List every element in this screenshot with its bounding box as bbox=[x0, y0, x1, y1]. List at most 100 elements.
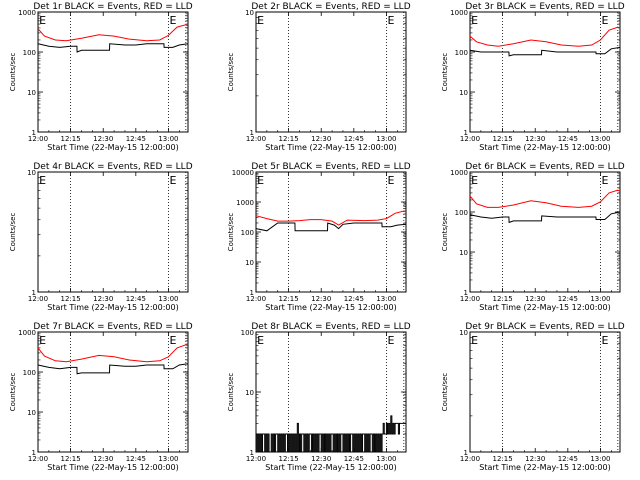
x-tick-label: 12:45 bbox=[344, 455, 364, 463]
x-tick-label: 12:30 bbox=[311, 455, 331, 463]
plot-frame bbox=[469, 11, 621, 133]
event-marker-label: E bbox=[170, 14, 177, 27]
y-axis-label: Counts/sec bbox=[441, 53, 449, 92]
detector-panel: Det 8r BLACK = Events, RED = LLD 1 10 100 12… bbox=[227, 322, 411, 472]
x-axis-label: Start Time (22-May-15 12:00:00) bbox=[47, 143, 178, 152]
x-tick-label: 12:45 bbox=[558, 295, 578, 303]
y-tick-label: 100 bbox=[455, 49, 468, 57]
x-tick-label: 12:00 bbox=[28, 455, 48, 463]
x-tick-label: 12:45 bbox=[126, 295, 146, 303]
y-axis-label: Counts/sec bbox=[9, 213, 17, 252]
y-tick-label: 1 bbox=[464, 289, 468, 297]
event-marker-label: E bbox=[257, 174, 264, 187]
y-tick-label: 10 bbox=[245, 9, 254, 17]
events-rate-series bbox=[469, 46, 621, 57]
y-axis-label: Counts/sec bbox=[441, 213, 449, 252]
events-rate-series bbox=[256, 415, 406, 453]
y-tick-label: 1000 bbox=[450, 9, 468, 17]
events-rate-series bbox=[255, 222, 407, 232]
x-tick-label: 12:00 bbox=[28, 295, 48, 303]
y-tick-label: 1 bbox=[32, 289, 36, 297]
y-tick-label: 1000 bbox=[236, 199, 254, 207]
lld-rate-series bbox=[469, 26, 621, 47]
event-marker-label: E bbox=[602, 174, 609, 187]
event-marker-label: E bbox=[388, 14, 395, 27]
detector-panel: Det 6r BLACK = Events, RED = LLD 1 10 100 10… bbox=[441, 162, 625, 312]
event-marker-label: E bbox=[170, 334, 177, 347]
x-axis-label: Start Time (22-May-15 12:00:00) bbox=[479, 463, 610, 472]
y-tick-label: 1 bbox=[250, 289, 254, 297]
x-tick-label: 12:00 bbox=[246, 135, 266, 143]
x-tick-label: 12:30 bbox=[525, 135, 545, 143]
detector-panel: Det 9r BLACK = Events, RED = LLD 1 10 12:00… bbox=[441, 322, 625, 472]
y-tick-label: 10 bbox=[245, 389, 254, 397]
y-tick-label: 10 bbox=[27, 169, 36, 177]
detector-panel: Det 3r BLACK = Events, RED = LLD 1 10 100 10… bbox=[441, 2, 625, 152]
event-marker-label: E bbox=[39, 174, 46, 187]
x-tick-label: 13:00 bbox=[158, 455, 178, 463]
event-marker-label: E bbox=[39, 14, 46, 27]
y-tick-label: 100 bbox=[241, 329, 254, 337]
x-tick-label: 13:00 bbox=[590, 295, 610, 303]
y-tick-label: 1 bbox=[250, 449, 254, 457]
plot-frame bbox=[37, 11, 189, 133]
x-tick-label: 12:45 bbox=[558, 135, 578, 143]
panel-title: Det 6r BLACK = Events, RED = LLD bbox=[465, 162, 624, 172]
x-tick-label: 12:30 bbox=[311, 135, 331, 143]
y-tick-label: 10 bbox=[459, 329, 468, 337]
x-tick-label: 12:30 bbox=[93, 295, 113, 303]
x-tick-label: 12:30 bbox=[525, 295, 545, 303]
events-rate-series bbox=[37, 363, 189, 375]
x-tick-label: 13:00 bbox=[376, 455, 396, 463]
x-tick-label: 12:15 bbox=[279, 295, 299, 303]
x-axis-label: Start Time (22-May-15 12:00:00) bbox=[47, 463, 178, 472]
x-tick-label: 13:00 bbox=[590, 455, 610, 463]
x-axis-label: Start Time (22-May-15 12:00:00) bbox=[47, 303, 178, 312]
x-tick-label: 12:15 bbox=[61, 295, 81, 303]
y-tick-label: 100 bbox=[455, 209, 468, 217]
x-tick-label: 13:00 bbox=[590, 135, 610, 143]
lld-rate-series bbox=[255, 210, 407, 226]
panel-title: Det 1r BLACK = Events, RED = LLD bbox=[33, 2, 192, 12]
panel-title: Det 5r BLACK = Events, RED = LLD bbox=[251, 162, 410, 172]
panel-title: Det 7r BLACK = Events, RED = LLD bbox=[33, 322, 192, 332]
x-axis-label: Start Time (22-May-15 12:00:00) bbox=[265, 143, 396, 152]
event-marker-label: E bbox=[170, 174, 177, 187]
detector-panel: Det 4r BLACK = Events, RED = LLD 1 10 12:00… bbox=[9, 162, 193, 312]
y-tick-label: 1 bbox=[32, 449, 36, 457]
y-tick-label: 100 bbox=[23, 49, 36, 57]
event-marker-label: E bbox=[471, 14, 478, 27]
panel-title: Det 2r BLACK = Events, RED = LLD bbox=[251, 2, 410, 12]
y-tick-label: 1 bbox=[464, 449, 468, 457]
y-tick-label: 1000 bbox=[18, 329, 36, 337]
x-tick-label: 12:00 bbox=[460, 135, 480, 143]
event-marker-label: E bbox=[602, 334, 609, 347]
x-tick-label: 12:45 bbox=[344, 135, 364, 143]
x-tick-label: 12:00 bbox=[246, 455, 266, 463]
y-tick-label: 100 bbox=[241, 229, 254, 237]
x-tick-label: 12:15 bbox=[279, 455, 299, 463]
y-tick-label: 1 bbox=[250, 129, 254, 137]
events-rate-series bbox=[469, 211, 621, 224]
event-marker-label: E bbox=[39, 334, 46, 347]
plot-frame bbox=[469, 171, 621, 293]
plot-frame bbox=[255, 11, 407, 133]
y-tick-label: 10 bbox=[27, 409, 36, 417]
y-axis-label: Counts/sec bbox=[9, 53, 17, 92]
events-rate-series bbox=[37, 43, 189, 53]
y-axis-label: Counts/sec bbox=[441, 373, 449, 412]
panel-title: Det 3r BLACK = Events, RED = LLD bbox=[465, 2, 624, 12]
x-tick-label: 12:45 bbox=[344, 295, 364, 303]
detector-panel: Det 2r BLACK = Events, RED = LLD 1 10 12:00… bbox=[227, 2, 411, 152]
x-tick-label: 12:30 bbox=[93, 135, 113, 143]
x-tick-label: 12:00 bbox=[28, 135, 48, 143]
y-tick-label: 10 bbox=[27, 89, 36, 97]
y-axis-label: Counts/sec bbox=[9, 373, 17, 412]
x-axis-label: Start Time (22-May-15 12:00:00) bbox=[479, 303, 610, 312]
x-tick-label: 12:15 bbox=[493, 135, 513, 143]
event-marker-label: E bbox=[388, 334, 395, 347]
x-tick-label: 12:15 bbox=[61, 455, 81, 463]
x-tick-label: 12:00 bbox=[460, 455, 480, 463]
y-tick-label: 1000 bbox=[18, 9, 36, 17]
x-tick-label: 13:00 bbox=[376, 295, 396, 303]
